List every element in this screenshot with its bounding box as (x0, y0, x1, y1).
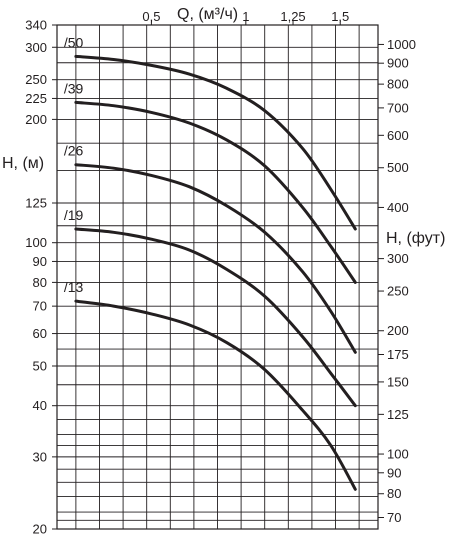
curve-label: /13 (64, 279, 84, 295)
curve-label: /19 (64, 207, 84, 223)
x-axis-title: Q, (м³/ч) (177, 6, 238, 23)
y-right-tick-label: 800 (387, 77, 409, 92)
y-right-tick-label: 1000 (387, 37, 416, 52)
x-tick-label: 1,25 (280, 9, 305, 24)
curve-label: /50 (64, 34, 84, 50)
curve-50 (74, 54, 357, 231)
y-axis-left-title: H, (м) (2, 155, 44, 172)
y-right-tick-label: 175 (387, 347, 409, 362)
curve-19 (74, 227, 357, 408)
y-left-tick-label: 90 (33, 254, 47, 269)
y-right-tick-label: 200 (387, 323, 409, 338)
y-right-tick-label: 700 (387, 100, 409, 115)
y-left-tick-label: 300 (25, 40, 47, 55)
y-left-tick-label: 80 (33, 275, 47, 290)
plot-frame (56, 24, 379, 530)
curve-26 (74, 163, 357, 354)
y-left-tick-label: 30 (33, 449, 47, 464)
y-left-tick-label: 60 (33, 326, 47, 341)
y-left-tick-label: 70 (33, 299, 47, 314)
curve-39 (74, 100, 357, 284)
x-tick-label: 0,5 (142, 9, 160, 24)
y-right-tick-label: 80 (387, 486, 401, 501)
curve-label-group: /50/39/26/19/13 (64, 34, 84, 295)
y-right-tick-label: 150 (387, 374, 409, 389)
y-left-tick-label: 50 (33, 359, 47, 374)
y-left-tick-label: 200 (25, 112, 47, 127)
y-left-tick-label: 100 (25, 235, 47, 250)
curve-13 (74, 299, 357, 491)
y-left-tick-label: 125 (25, 196, 47, 211)
y-right-tick-label: 600 (387, 128, 409, 143)
y-right-tick-label: 500 (387, 160, 409, 175)
chart-grid (56, 24, 379, 530)
y-left-tick-label: 250 (25, 72, 47, 87)
y-axis-right-title: H, (фут) (386, 230, 445, 247)
y-left-tick-label: 40 (33, 398, 47, 413)
y-axis-left-ticks: 340 300 250 225 200 125 100 90 80 70 60 50 40 30 20 (25, 18, 57, 537)
y-left-tick-label: 340 (25, 18, 47, 33)
y-left-tick-label: 225 (25, 91, 47, 106)
curve-group (74, 54, 357, 491)
y-right-tick-label: 400 (387, 200, 409, 215)
x-tick-label: 1,5 (331, 9, 349, 24)
y-right-tick-label: 300 (387, 251, 409, 266)
y-right-tick-label: 100 (387, 447, 409, 462)
x-axis-ticks: 0,5 1 1,25 1,5 (142, 9, 349, 25)
y-right-tick-label: 125 (387, 407, 409, 422)
curve-label: /26 (64, 143, 84, 159)
y-right-tick-label: 90 (387, 465, 401, 480)
x-tick-label: 1 (242, 9, 249, 24)
y-left-tick-label: 20 (33, 522, 47, 537)
y-right-tick-label: 900 (387, 56, 409, 71)
y-axis-right-ticks: 1000 900 800 700 600 500 400 300 250 200 175 150 125… (378, 37, 416, 525)
curve-label: /39 (64, 80, 84, 96)
y-right-tick-label: 250 (387, 284, 409, 299)
y-right-tick-label: 70 (387, 510, 401, 525)
